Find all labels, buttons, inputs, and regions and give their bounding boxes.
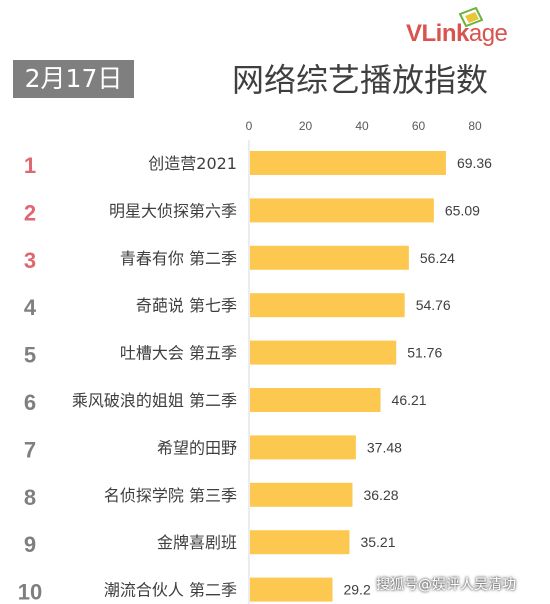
rank-number: 4: [24, 295, 37, 320]
brand-logo: VLinkage: [406, 6, 546, 48]
category-label: 名侦探学院 第三季: [104, 486, 237, 505]
category-label: 金牌喜剧班: [157, 533, 237, 552]
category-label: 奇葩说 第七季: [136, 296, 237, 315]
value-label: 56.24: [420, 250, 455, 266]
category-label: 吐槽大会 第五季: [120, 344, 237, 363]
category-label: 潮流合伙人 第二季: [104, 581, 237, 600]
rank-number: 2: [24, 200, 36, 225]
bar: [250, 340, 397, 365]
category-label: 希望的田野: [157, 438, 237, 457]
category-label: 创造营2021: [148, 154, 237, 173]
logo-text-light: age: [468, 20, 508, 47]
rank-number: 9: [24, 532, 36, 557]
rank-number: 1: [24, 153, 36, 178]
rank-number: 3: [24, 248, 36, 273]
value-label: 65.09: [445, 202, 480, 218]
x-tick-label: 40: [355, 119, 369, 133]
value-label: 36.28: [363, 487, 398, 503]
rank-number: 6: [24, 390, 36, 415]
chart-rows: 1 创造营2021 69.36 2 明星大侦探第六季 65.09 3 青春有你 第二季 56.2…: [18, 140, 492, 604]
rank-number: 10: [18, 580, 42, 604]
value-label: 46.21: [392, 392, 427, 408]
bar: [250, 151, 446, 175]
logo-text-bold: VLink: [406, 20, 469, 47]
category-label: 青春有你 第二季: [120, 249, 237, 268]
x-tick-label: 80: [468, 119, 482, 133]
value-label: 69.36: [457, 155, 492, 171]
x-tick-label: 60: [412, 119, 426, 133]
rank-number: 5: [24, 343, 36, 368]
x-tick-label: 20: [299, 119, 313, 133]
bar: [250, 293, 405, 318]
rank-number: 7: [24, 437, 36, 462]
bar: [250, 245, 409, 270]
logo-mark-icon: [458, 6, 484, 28]
bar-chart: 0 20 40 60 80 1 创造营2021 69.36 2 明星大侦探第六季 65.09 3 青春…: [18, 119, 492, 604]
watermark: 搜狐号@娱评人吴清功: [376, 577, 516, 593]
bar: [250, 435, 356, 460]
bar: [250, 577, 333, 602]
value-label: 35.21: [360, 534, 395, 550]
logo-text: VLinkage: [406, 20, 508, 48]
chart-title: 网络综艺播放指数: [231, 61, 488, 99]
bar: [250, 482, 353, 507]
x-axis: 0 20 40 60 80: [246, 119, 482, 133]
bar: [250, 388, 381, 412]
category-label: 明星大侦探第六季: [109, 201, 237, 220]
value-label: 51.76: [407, 345, 442, 361]
category-label: 乘风破浪的姐姐 第二季: [72, 391, 237, 410]
value-label: 37.48: [367, 439, 402, 455]
bar: [250, 198, 434, 223]
x-tick-label: 0: [246, 119, 253, 133]
date-badge: 2月17日: [13, 60, 134, 98]
value-label: 29.2: [343, 582, 370, 598]
value-label: 54.76: [416, 297, 451, 313]
bar: [250, 530, 350, 555]
rank-number: 8: [24, 485, 36, 510]
